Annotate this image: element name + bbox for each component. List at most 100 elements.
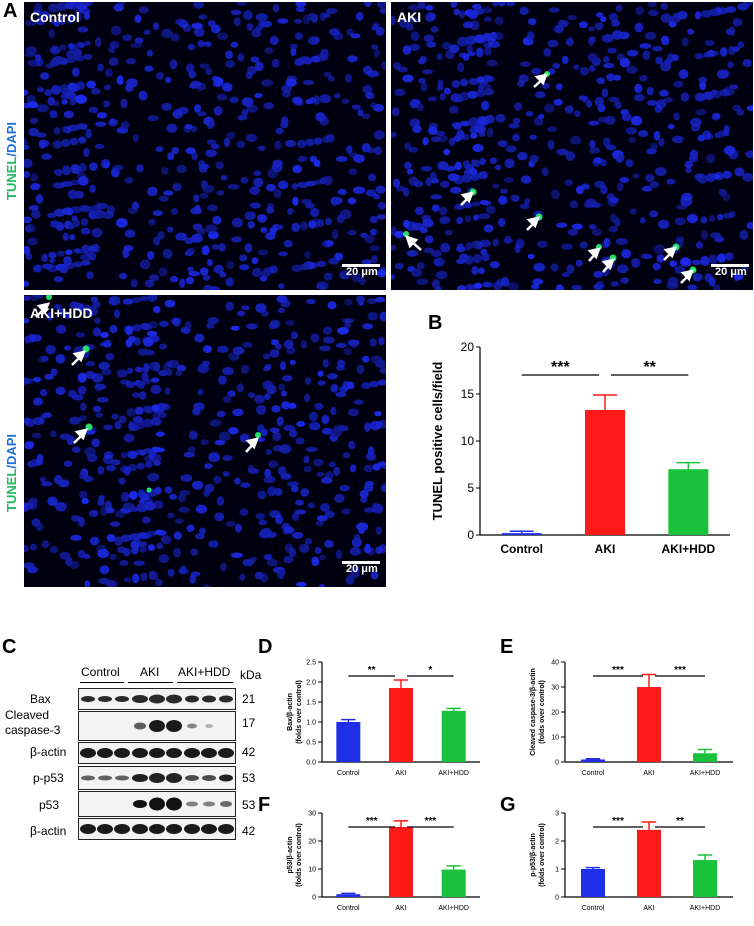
- nucleus: [226, 261, 235, 270]
- nucleus: [595, 281, 605, 289]
- nucleus: [660, 35, 670, 46]
- blot-row-label: caspase-3: [5, 723, 61, 737]
- nucleus: [374, 411, 382, 417]
- nucleus: [77, 176, 89, 186]
- nucleus: [514, 102, 523, 111]
- nucleus: [281, 401, 291, 410]
- nucleus: [220, 175, 228, 181]
- nucleus: [308, 262, 319, 269]
- nucleus: [422, 69, 433, 75]
- nucleus: [322, 136, 331, 144]
- nucleus: [603, 56, 610, 63]
- nucleus: [356, 522, 369, 531]
- nucleus: [318, 583, 326, 587]
- nucleus: [216, 410, 226, 418]
- nucleus: [481, 6, 493, 14]
- nucleus: [324, 540, 334, 548]
- nucleus: [439, 92, 446, 101]
- y-tick-label: 10: [461, 434, 475, 448]
- nucleus: [132, 392, 140, 398]
- nucleus: [578, 21, 588, 29]
- y-tick-label: 1: [555, 866, 559, 873]
- nucleus: [24, 562, 35, 569]
- nuclei-image: [24, 2, 386, 290]
- nucleus: [430, 178, 440, 184]
- nucleus: [669, 15, 681, 23]
- nucleus: [575, 259, 583, 267]
- nucleus: [254, 61, 264, 72]
- nucleus: [366, 298, 378, 305]
- nucleus: [145, 461, 153, 468]
- nucleus: [531, 284, 540, 290]
- nucleus: [143, 362, 150, 373]
- nucleus: [471, 159, 478, 167]
- nucleus: [291, 183, 298, 190]
- nucleus: [635, 6, 644, 15]
- nucleus: [588, 120, 600, 126]
- nucleus: [615, 4, 623, 12]
- nucleus: [713, 284, 721, 290]
- nuclei-image: [391, 2, 753, 290]
- nucleus: [443, 87, 451, 95]
- nucleus: [702, 130, 712, 140]
- nucleus: [233, 17, 241, 27]
- nucleus: [500, 277, 510, 287]
- nucleus: [664, 58, 673, 65]
- nucleus: [129, 424, 140, 431]
- nucleus: [36, 104, 49, 113]
- y-axis-label-secondary: (folds over control): [539, 680, 546, 744]
- nucleus: [249, 202, 261, 209]
- nucleus: [172, 109, 183, 119]
- nucleus: [295, 6, 306, 13]
- nucleus: [433, 259, 441, 266]
- nucleus: [263, 475, 276, 484]
- nucleus: [24, 318, 30, 324]
- nucleus: [467, 51, 476, 57]
- nucleus: [691, 259, 702, 266]
- nucleus: [246, 23, 254, 31]
- nucleus: [53, 276, 64, 283]
- micrograph-label: Control: [30, 9, 80, 25]
- nucleus: [81, 244, 89, 254]
- nucleus: [89, 162, 98, 171]
- nucleus: [295, 437, 305, 445]
- nucleus: [573, 64, 580, 70]
- nucleus: [475, 89, 486, 98]
- panel-letter-a: A: [3, 0, 18, 22]
- nucleus: [218, 375, 227, 385]
- y-tick-label: 20: [551, 709, 559, 716]
- nucleus: [375, 26, 385, 36]
- nucleus: [672, 135, 684, 144]
- nucleus: [602, 62, 615, 69]
- bar: [389, 688, 413, 762]
- nucleus: [133, 560, 145, 566]
- nucleus: [206, 259, 213, 267]
- nucleus: [351, 104, 361, 110]
- nucleus: [626, 49, 639, 57]
- nucleus: [498, 217, 506, 227]
- nucleus: [152, 22, 159, 31]
- nucleus: [375, 526, 383, 535]
- nucleus: [230, 41, 239, 48]
- nucleus: [638, 130, 649, 137]
- nucleus: [339, 484, 350, 492]
- nucleus: [532, 278, 544, 286]
- category-label: AKI+HDD: [690, 770, 721, 777]
- nucleus: [655, 56, 663, 65]
- micrograph-aki-hdd: AKI+HDD 20 μm: [24, 295, 386, 587]
- nucleus: [473, 34, 485, 44]
- nucleus: [194, 204, 201, 214]
- nucleus: [109, 521, 121, 527]
- nucleus: [204, 483, 215, 493]
- nucleus: [217, 32, 229, 41]
- nucleus: [264, 47, 274, 54]
- nucleus: [244, 243, 253, 253]
- nucleus: [33, 397, 43, 406]
- bar: [585, 409, 625, 535]
- nucleus: [271, 339, 279, 346]
- nucleus: [190, 571, 201, 577]
- nucleus: [685, 167, 692, 174]
- nucleus: [185, 63, 195, 73]
- panel-letter-g: G: [500, 794, 516, 816]
- nucleus: [346, 28, 354, 36]
